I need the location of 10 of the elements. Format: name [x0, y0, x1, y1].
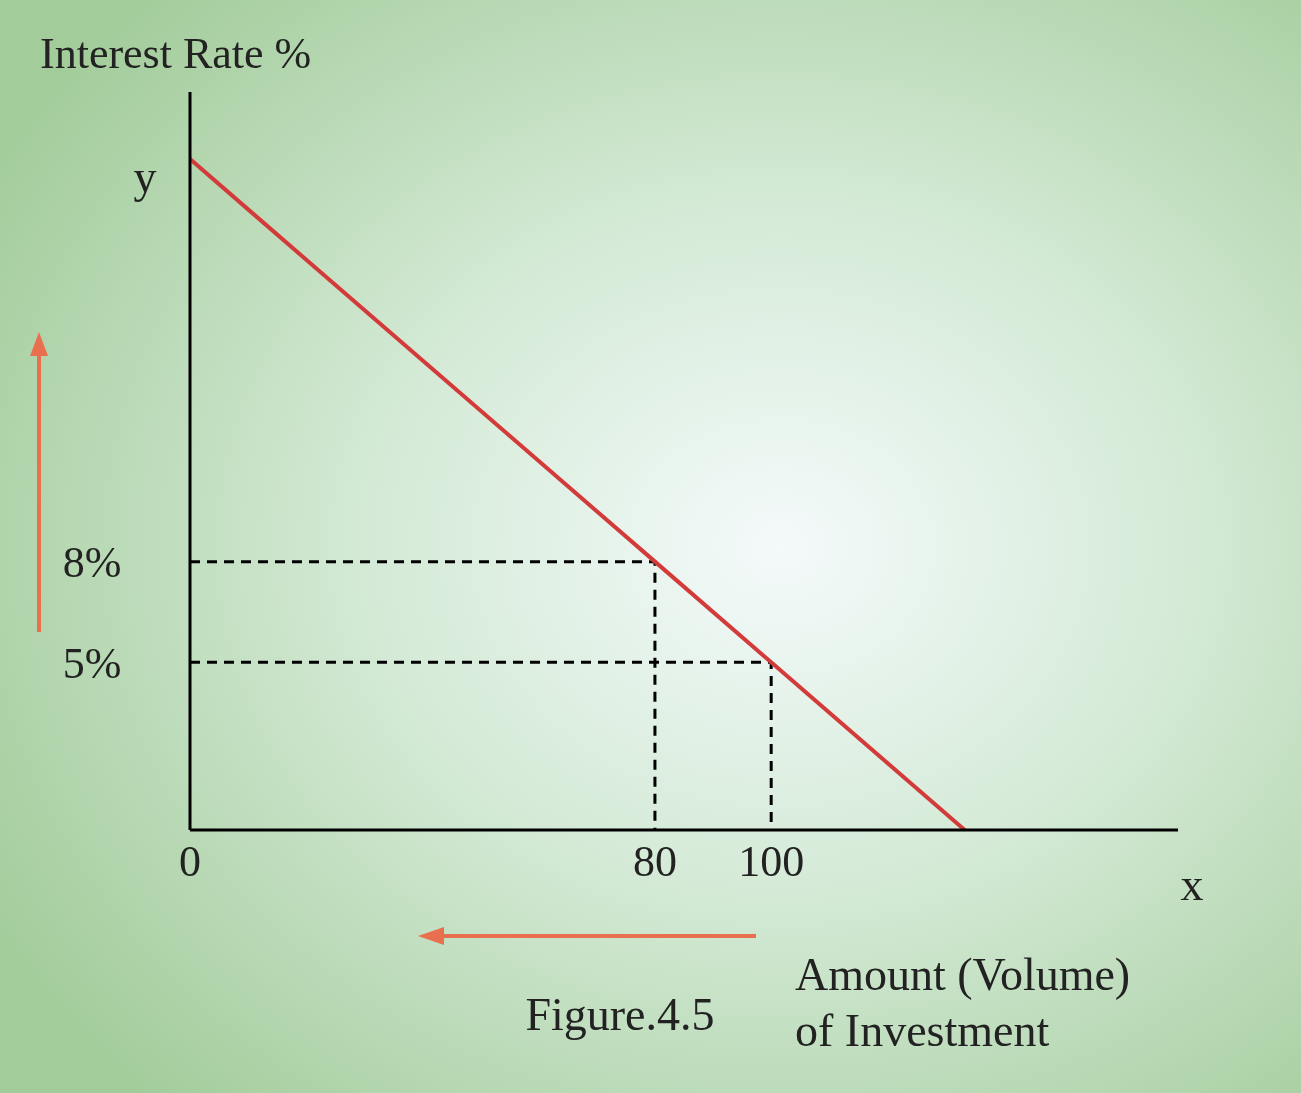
y-tick-label: 5%: [62, 638, 122, 688]
y-tick-label: 8%: [62, 538, 122, 588]
text: Figure.4.5: [525, 989, 715, 1040]
x-tick-label: 0: [179, 837, 201, 886]
y-axis-title: Interest Rate %: [40, 29, 312, 78]
x-tick-label: 80: [632, 837, 677, 886]
x-tick-label: 100: [738, 837, 805, 886]
text: x: [1180, 859, 1204, 910]
x-axis-title: Amount (Volume) of Investment: [795, 949, 1131, 1056]
text: y: [133, 151, 157, 202]
